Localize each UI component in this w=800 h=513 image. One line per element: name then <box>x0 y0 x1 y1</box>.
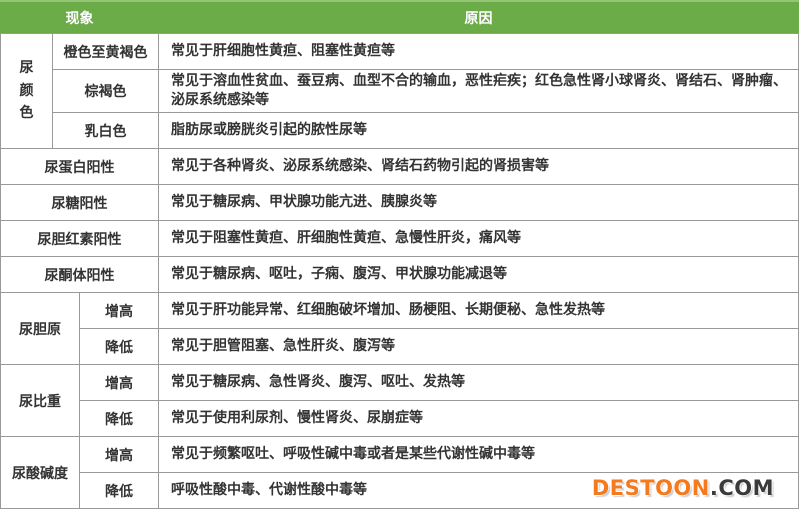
cause-cell: 常见于糖尿病、呕吐，子痫、腹泻、甲状腺功能减退等 <box>158 256 800 293</box>
level-cell: 增高 <box>78 364 160 401</box>
level-cell: 增高 <box>78 436 160 473</box>
level-cell: 降低 <box>78 400 160 437</box>
table-row-orange-yellow-brown: 尿颜色 橙色至黄褐色 常见于肝细胞性黄疸、阻塞性黄疸等 <box>0 33 800 149</box>
phenomenon-cell: 棕褐色 <box>51 69 160 113</box>
table-row-ph-high: 尿酸碱度 增高 常见于频繁呕吐、呼吸性碱中毒或者是某些代谢性碱中毒等 <box>0 436 800 509</box>
table-header-row: 现象 原因 <box>0 0 800 34</box>
cause-cell: 常见于糖尿病、甲状腺功能亢进、胰腺炎等 <box>158 184 800 221</box>
cause-cell: 常见于各种肾炎、泌尿系统感染、肾结石药物引起的肾损害等 <box>158 148 800 185</box>
cause-cell: 常见于糖尿病、急性肾炎、腹泻、呕吐、发热等 <box>158 364 800 401</box>
phenomenon-cell: 尿酮体阳性 <box>0 256 160 293</box>
level-cell: 降低 <box>78 328 160 365</box>
table-row-urobilinogen-low: 降低 常见于胆管阻塞、急性肝炎、腹泻等 <box>1 328 800 365</box>
cause-cell: 常见于肝功能异常、红细胞破坏增加、肠梗阻、长期便秘、急性发热等 <box>158 292 800 329</box>
level-cell: 降低 <box>78 472 160 509</box>
cause-cell: 常见于溶血性贫血、蚕豆病、血型不合的输血，恶性疟疾；红色急性肾小球肾炎、肾结石、… <box>158 69 800 113</box>
urine-color-label: 尿颜色 <box>19 60 34 122</box>
table-row-milky-white: 乳白色 脂肪尿或膀胱炎引起的脓性尿等 <box>1 112 800 149</box>
cause-cell: 常见于使用利尿剂、慢性肾炎、尿崩症等 <box>158 400 800 437</box>
header-phenomenon: 现象 <box>0 0 160 34</box>
table-row-brown: 棕褐色 常见于溶血性贫血、蚕豆病、血型不合的输血，恶性疟疾；红色急性肾小球肾炎、… <box>1 69 800 113</box>
table-row-bilirubin-positive: 尿胆红素阳性 常见于阻塞性黄疸、肝细胞性黄疸、急慢性肝炎，痛风等 <box>0 220 800 257</box>
phenomenon-cell: 乳白色 <box>51 112 160 149</box>
cause-cell: 常见于胆管阻塞、急性肝炎、腹泻等 <box>158 328 800 365</box>
row-group-label-urine-color: 尿颜色 <box>0 33 53 149</box>
table-row-specific-gravity-low: 降低 常见于使用利尿剂、慢性肾炎、尿崩症等 <box>1 400 800 437</box>
phenomenon-cell: 尿蛋白阳性 <box>0 148 160 185</box>
watermark-suffix: .COM <box>709 476 774 500</box>
table-row-ph-low: 降低 呼吸性酸中毒、代谢性酸中毒等 <box>1 472 800 509</box>
destoon-watermark: DESTOON.COM <box>592 476 774 500</box>
phenomenon-cell: 橙色至黄褐色 <box>51 33 160 70</box>
table-row-specific-gravity-high: 尿比重 增高 常见于糖尿病、急性肾炎、腹泻、呕吐、发热等 <box>0 364 800 437</box>
phenomenon-cell: 尿糖阳性 <box>0 184 160 221</box>
cause-cell: 常见于频繁呕吐、呼吸性碱中毒或者是某些代谢性碱中毒等 <box>158 436 800 473</box>
header-cause: 原因 <box>158 0 800 34</box>
cause-cell: 呼吸性酸中毒、代谢性酸中毒等 <box>158 472 800 509</box>
level-cell: 增高 <box>78 292 160 329</box>
table-row-urobilinogen-high: 尿胆原 增高 常见于肝功能异常、红细胞破坏增加、肠梗阻、长期便秘、急性发热等 <box>0 292 800 365</box>
table-row-glucose-positive: 尿糖阳性 常见于糖尿病、甲状腺功能亢进、胰腺炎等 <box>0 184 800 221</box>
phenomenon-cell: 尿胆红素阳性 <box>0 220 160 257</box>
table-row-protein-positive: 尿蛋白阳性 常见于各种肾炎、泌尿系统感染、肾结石药物引起的肾损害等 <box>0 148 800 185</box>
cause-cell: 常见于阻塞性黄疸、肝细胞性黄疸、急慢性肝炎，痛风等 <box>158 220 800 257</box>
cause-cell: 常见于肝细胞性黄疸、阻塞性黄疸等 <box>158 33 800 70</box>
row-group-label-ph: 尿酸碱度 <box>0 436 80 509</box>
watermark-brand: DESTOON <box>591 476 710 500</box>
table-row-ketone-positive: 尿酮体阳性 常见于糖尿病、呕吐，子痫、腹泻、甲状腺功能减退等 <box>0 256 800 293</box>
cause-cell: 脂肪尿或膀胱炎引起的脓性尿等 <box>158 112 800 149</box>
row-group-label-specific-gravity: 尿比重 <box>0 364 80 437</box>
row-group-label-urobilinogen: 尿胆原 <box>0 292 80 365</box>
